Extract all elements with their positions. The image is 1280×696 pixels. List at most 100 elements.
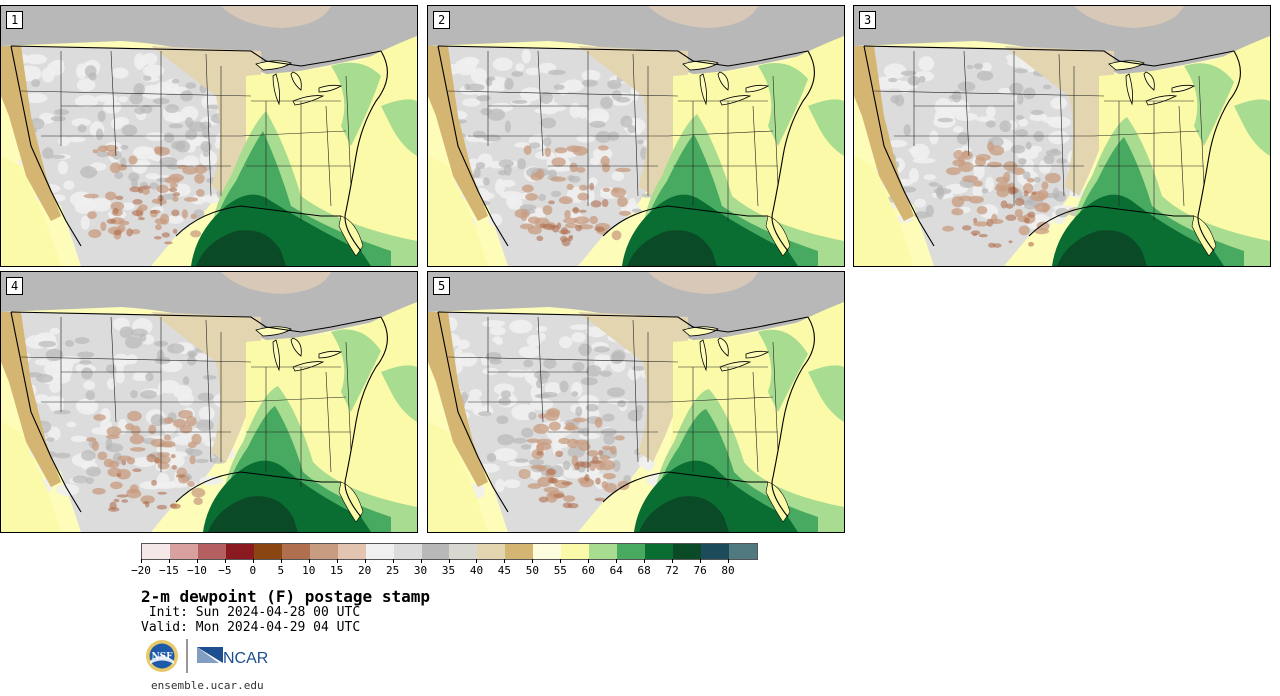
- map-texture: [595, 131, 611, 144]
- map-texture: [910, 143, 930, 160]
- colorbar-tick-label: 30: [413, 564, 428, 577]
- atlantic-moist: [1234, 99, 1270, 156]
- map-texture: [558, 437, 571, 445]
- map-texture: [118, 220, 130, 226]
- map-texture: [120, 144, 129, 150]
- map-texture: [518, 346, 541, 358]
- west-coast: [854, 46, 914, 221]
- map-texture: [202, 375, 217, 380]
- map-texture: [631, 208, 642, 213]
- map-texture: [120, 157, 127, 166]
- map-texture: [604, 482, 618, 493]
- map-texture: [195, 458, 209, 464]
- map-texture: [928, 182, 939, 187]
- map-texture: [952, 126, 964, 133]
- map-texture: [529, 142, 541, 149]
- colorbar-tick-label: 64: [609, 564, 623, 577]
- map-texture: [179, 424, 193, 434]
- map-texture: [194, 353, 208, 361]
- map-texture: [1006, 203, 1014, 209]
- northeast-moist: [331, 62, 381, 146]
- plains-band: [1004, 46, 1115, 196]
- map-texture: [578, 343, 592, 356]
- state-border: [447, 356, 679, 363]
- map-texture: [478, 411, 492, 417]
- map-texture: [571, 332, 586, 343]
- map-texture: [45, 348, 64, 361]
- map-texture: [109, 501, 117, 510]
- colorbar-tick-label: 68: [637, 564, 651, 577]
- map-texture: [482, 177, 490, 186]
- map-texture: [533, 423, 549, 434]
- us-canada-border: [10, 311, 382, 333]
- map-texture: [108, 460, 120, 469]
- map-texture: [81, 450, 96, 461]
- colorbar-tick-label: 72: [665, 564, 679, 577]
- state-border: [772, 341, 779, 453]
- lake-erie: [1145, 95, 1178, 106]
- map-texture: [129, 434, 145, 445]
- map-texture: [503, 164, 512, 176]
- west-coastline: [10, 45, 82, 247]
- gulf-core: [208, 496, 298, 532]
- map-texture: [105, 191, 117, 201]
- map-texture: [1009, 82, 1024, 95]
- map-texture: [554, 147, 568, 154]
- init-time: Init: Sun 2024-04-28 00 UTC: [141, 605, 361, 620]
- map-texture: [172, 435, 194, 446]
- map-texture: [942, 225, 954, 232]
- map-texture: [520, 87, 542, 102]
- map-texture: [171, 209, 180, 217]
- map-texture: [113, 498, 120, 503]
- us-canada-border: [10, 45, 382, 67]
- map-texture: [128, 155, 138, 165]
- map-texture: [164, 176, 181, 184]
- colorbar-tick-mark: [476, 559, 478, 563]
- map-texture: [536, 332, 547, 342]
- canada-region: [428, 272, 844, 342]
- map-texture: [150, 438, 167, 448]
- hudson-region: [648, 6, 758, 28]
- map-texture: [956, 132, 970, 145]
- map-texture: [185, 117, 194, 128]
- plains-band: [578, 46, 689, 196]
- map-texture: [973, 221, 989, 227]
- map-texture: [627, 125, 636, 134]
- state-border: [205, 319, 212, 463]
- gulf-coastline: [602, 471, 768, 503]
- lake-michigan: [272, 73, 280, 106]
- map-texture: [63, 180, 75, 190]
- map-texture: [520, 444, 532, 450]
- map-texture: [603, 433, 615, 445]
- state-border: [752, 371, 759, 473]
- pacific: [854, 156, 914, 266]
- map-texture: [466, 83, 485, 92]
- map-texture: [951, 196, 965, 208]
- lake-huron: [1143, 71, 1155, 91]
- map-texture: [52, 59, 65, 67]
- map-texture: [170, 503, 177, 508]
- map-texture: [462, 98, 481, 107]
- map-texture: [611, 90, 622, 101]
- map-texture: [77, 351, 95, 358]
- map-texture: [937, 117, 954, 123]
- map-texture: [120, 202, 135, 210]
- lake-erie: [292, 95, 325, 106]
- map-texture: [177, 392, 195, 406]
- map-texture: [115, 195, 124, 200]
- map-texture: [88, 229, 102, 239]
- colorbar-segment: [365, 544, 394, 559]
- dewpoint-map-1: [1, 6, 417, 266]
- map-texture: [572, 206, 579, 214]
- map-texture: [175, 474, 186, 478]
- map-texture: [128, 172, 140, 182]
- map-texture: [918, 56, 935, 72]
- map-texture: [1018, 118, 1029, 127]
- map-texture: [23, 93, 48, 104]
- logos: NSF NCAR: [146, 639, 268, 673]
- gulf-core: [1057, 230, 1147, 266]
- map-texture: [553, 493, 565, 498]
- lake-huron: [290, 337, 302, 357]
- map-texture: [1014, 197, 1025, 207]
- map-texture: [1012, 167, 1025, 176]
